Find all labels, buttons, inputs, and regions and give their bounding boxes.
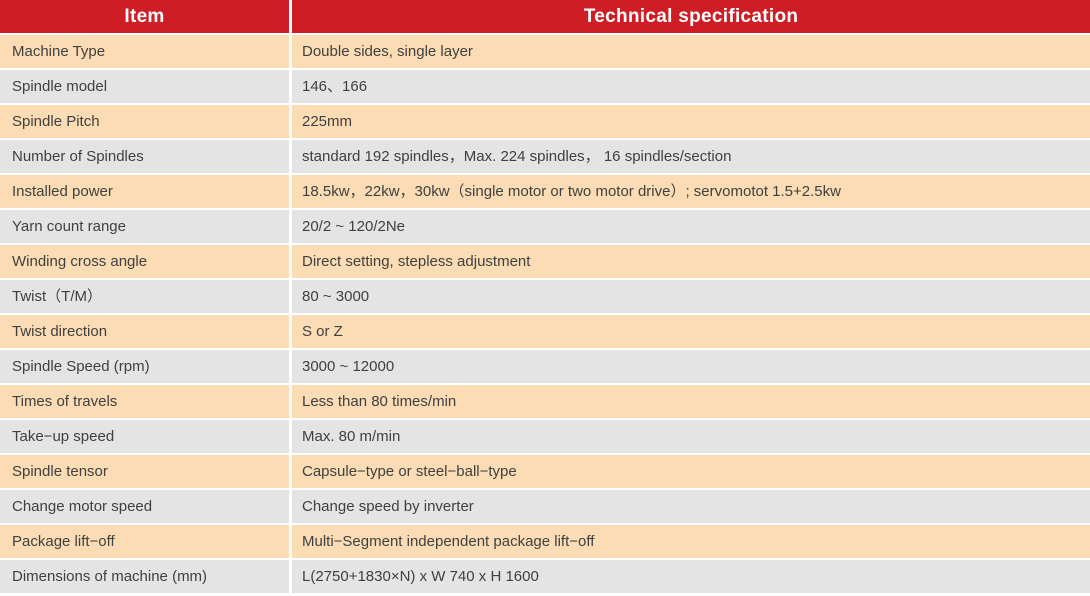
spec-cell: 20/2 ~ 120/2Ne [292, 210, 1090, 243]
item-cell: Spindle tensor [0, 455, 289, 488]
spec-cell: Double sides, single layer [292, 35, 1090, 68]
table-row: Number of Spindles standard 192 spindles，… [0, 140, 1090, 173]
spec-cell: Change speed by inverter [292, 490, 1090, 523]
table-row: Spindle tensor Capsule−type or steel−ball… [0, 455, 1090, 488]
spec-cell: S or Z [292, 315, 1090, 348]
item-cell: Yarn count range [0, 210, 289, 243]
table-row: Winding cross angle Direct setting, stepl… [0, 245, 1090, 278]
spec-cell: Max. 80 m/min [292, 420, 1090, 453]
item-cell: Twist（T/M） [0, 280, 289, 313]
table-row: Spindle model 146、166 [0, 70, 1090, 103]
spec-cell: Direct setting, stepless adjustment [292, 245, 1090, 278]
header-spec-label: Technical specification [292, 0, 1090, 33]
table-row: Package lift−off Multi−Segment independen… [0, 525, 1090, 558]
table-row: Installed power 18.5kw，22kw，30kw（single m… [0, 175, 1090, 208]
table-row: Spindle Pitch 225mm [0, 105, 1090, 138]
item-cell: Twist direction [0, 315, 289, 348]
item-cell: Package lift−off [0, 525, 289, 558]
spec-cell: 80 ~ 3000 [292, 280, 1090, 313]
spec-cell: Capsule−type or steel−ball−type [292, 455, 1090, 488]
table-row: Twist（T/M） 80 ~ 3000 [0, 280, 1090, 313]
spec-cell: 3000 ~ 12000 [292, 350, 1090, 383]
table-header: Item Technical specification [0, 0, 1090, 33]
item-cell: Dimensions of machine (mm) [0, 560, 289, 593]
item-cell: Machine Type [0, 35, 289, 68]
table-row: Dimensions of machine (mm) L(2750+1830×N)… [0, 560, 1090, 593]
item-cell: Number of Spindles [0, 140, 289, 173]
spec-cell: Multi−Segment independent package lift−o… [292, 525, 1090, 558]
spec-cell: 18.5kw，22kw，30kw（single motor or two mot… [292, 175, 1090, 208]
item-cell: Times of travels [0, 385, 289, 418]
item-cell: Change motor speed [0, 490, 289, 523]
item-cell: Winding cross angle [0, 245, 289, 278]
spec-cell: Less than 80 times/min [292, 385, 1090, 418]
table-row: Change motor speed Change speed by invert… [0, 490, 1090, 523]
item-cell: Spindle Speed (rpm) [0, 350, 289, 383]
spec-cell: 146、166 [292, 70, 1090, 103]
item-cell: Installed power [0, 175, 289, 208]
table-row: Spindle Speed (rpm) 3000 ~ 12000 [0, 350, 1090, 383]
spec-cell: standard 192 spindles，Max. 224 spindles，… [292, 140, 1090, 173]
spec-cell: L(2750+1830×N) x W 740 x H 1600 [292, 560, 1090, 593]
table-row: Yarn count range 20/2 ~ 120/2Ne [0, 210, 1090, 243]
item-cell: Spindle Pitch [0, 105, 289, 138]
item-cell: Spindle model [0, 70, 289, 103]
item-cell: Take−up speed [0, 420, 289, 453]
table-row: Twist direction S or Z [0, 315, 1090, 348]
table-row: Take−up speed Max. 80 m/min [0, 420, 1090, 453]
table-row: Machine Type Double sides, single layer [0, 35, 1090, 68]
spec-cell: 225mm [292, 105, 1090, 138]
table-body: Machine Type Double sides, single layer Sp… [0, 35, 1090, 593]
table-row: Times of travels Less than 80 times/min [0, 385, 1090, 418]
header-item-label: Item [0, 0, 289, 33]
